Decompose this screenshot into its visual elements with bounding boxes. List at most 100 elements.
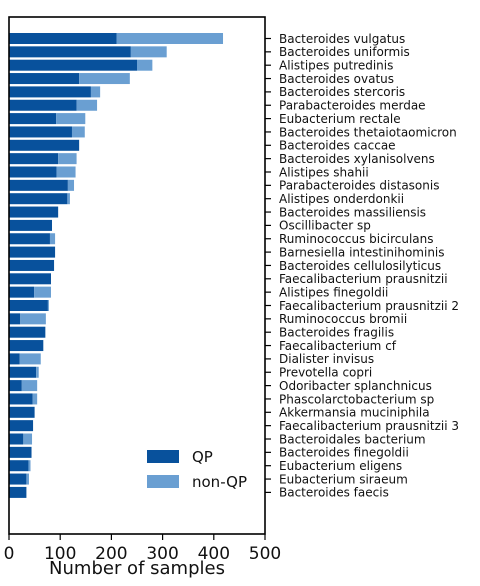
category-label: Bacteroides faecis: [279, 486, 389, 500]
bar-qp: [9, 286, 35, 298]
category-label: Bacteroides stercoris: [279, 85, 405, 99]
bar-qp: [9, 460, 29, 472]
bar-qp: [9, 59, 137, 71]
category-label: Eubacterium rectale: [279, 112, 401, 126]
bar-qp: [9, 46, 131, 58]
category-label: Alistipes onderdonkii: [279, 192, 404, 206]
category-label: Bacteroidales bacterium: [279, 432, 426, 446]
bar-qp: [9, 33, 117, 44]
category-label: Dialister invisus: [279, 352, 374, 366]
category-label: Bacteroides vulgatus: [279, 32, 405, 46]
category-label: Faecalibacterium prausnitzii 2: [279, 299, 459, 313]
category-label: Eubacterium eligens: [279, 459, 402, 473]
category-label: Bacteroides thetaiotaomicron: [279, 125, 457, 139]
x-tick-label: 300: [146, 544, 178, 564]
bar-nonqp: [36, 366, 39, 378]
category-label: Faecalibacterium cf: [279, 339, 397, 353]
bar-qp: [9, 99, 77, 111]
category-label: Faecalibacterium prausnitzii 3: [279, 419, 459, 433]
bar-nonqp: [20, 313, 46, 325]
category-label: Phascolarctobacterium sp: [279, 392, 434, 406]
x-tick-label: 200: [95, 544, 127, 564]
category-label: Parabacteroides merdae: [279, 99, 426, 113]
bar-nonqp: [137, 59, 153, 71]
bars-group: [9, 33, 224, 498]
category-label: Bacteroides massiliensis: [279, 205, 426, 219]
x-tick-label: 0: [4, 544, 15, 564]
plot-frame: [8, 16, 266, 535]
legend-label-nonqp: non-QP: [192, 473, 247, 491]
bar-nonqp: [71, 126, 85, 138]
category-label: Oscillibacter sp: [279, 219, 371, 233]
bar-nonqp: [23, 433, 33, 445]
bar-qp: [9, 126, 72, 138]
bar-nonqp: [90, 86, 101, 98]
bar-qp: [9, 420, 34, 432]
bar-qp: [9, 153, 59, 165]
category-label: Bacteroides ovatus: [279, 72, 394, 86]
category-label: Alistipes putredinis: [279, 59, 393, 73]
bar-nonqp: [32, 393, 38, 405]
category-label: Ruminococcus bromii: [279, 312, 407, 326]
category-label: Ruminococcus bicirculans: [279, 232, 433, 246]
category-label: Akkermansia muciniphila: [279, 406, 430, 420]
category-label: Alistipes finegoldii: [279, 285, 388, 299]
bar-qp: [9, 366, 37, 378]
bar-nonqp: [28, 460, 31, 472]
bar-qp: [9, 139, 80, 151]
bar-nonqp: [19, 353, 41, 365]
bar-qp: [9, 259, 55, 271]
bar-qp: [9, 340, 44, 352]
category-label: Bacteroides caccae: [279, 139, 396, 153]
bar-qp: [9, 219, 53, 231]
bar-qp: [9, 393, 33, 405]
category-label: Bacteroides fragilis: [279, 326, 394, 340]
category-label: Bacteroides cellulosilyticus: [279, 259, 441, 273]
bar-qp: [9, 406, 35, 418]
bar-qp: [9, 166, 57, 178]
x-axis-title: Number of samples: [49, 558, 225, 579]
bar-nonqp: [26, 473, 29, 485]
x-tick-label: 500: [249, 544, 281, 564]
bar-qp: [9, 486, 27, 498]
category-label: Parabacteroides distasonis: [279, 179, 439, 193]
bar-qp: [9, 113, 57, 125]
bar-qp: [9, 233, 50, 245]
category-label: Bacteroides xylanisolvens: [279, 152, 435, 166]
legend-label-qp: QP: [192, 448, 213, 466]
bar-qp: [9, 473, 27, 485]
bar-nonqp: [49, 233, 56, 245]
category-label: Alistipes shahii: [279, 165, 369, 179]
bar-qp: [9, 326, 46, 338]
bar-qp: [9, 246, 56, 258]
category-label: Barnesiella intestinihominis: [279, 245, 445, 259]
legend-swatch-qp: [147, 450, 179, 463]
bar-nonqp: [56, 166, 76, 178]
bar-qp: [9, 433, 24, 445]
bar-nonqp: [47, 300, 49, 311]
bar-nonqp: [116, 33, 224, 44]
bar-nonqp: [67, 193, 70, 205]
bar-qp: [9, 206, 59, 218]
bar-qp: [9, 300, 48, 311]
bar-nonqp: [58, 153, 77, 165]
bar-nonqp: [21, 380, 38, 392]
bar-nonqp: [56, 113, 86, 125]
category-label: Bacteroides uniformis: [279, 45, 410, 59]
category-label: Faecalibacterium prausnitzii: [279, 272, 448, 286]
bar-qp: [9, 313, 21, 325]
bar-nonqp: [79, 73, 130, 85]
x-tick-label: 400: [198, 544, 230, 564]
bar-nonqp: [130, 46, 167, 58]
x-tick-label: 100: [44, 544, 76, 564]
legend-swatch-nonqp: [147, 475, 179, 488]
bar-qp: [9, 273, 51, 285]
legend: QP non-QP: [147, 448, 247, 491]
category-label: Odoribacter splanchnicus: [279, 379, 432, 393]
bar-qp: [9, 446, 32, 458]
bar-qp: [9, 86, 91, 98]
bar-qp: [9, 380, 22, 392]
category-label: Prevotella copri: [279, 366, 372, 380]
x-axis-ticks: 0 100 200 300 400 500: [4, 534, 281, 564]
